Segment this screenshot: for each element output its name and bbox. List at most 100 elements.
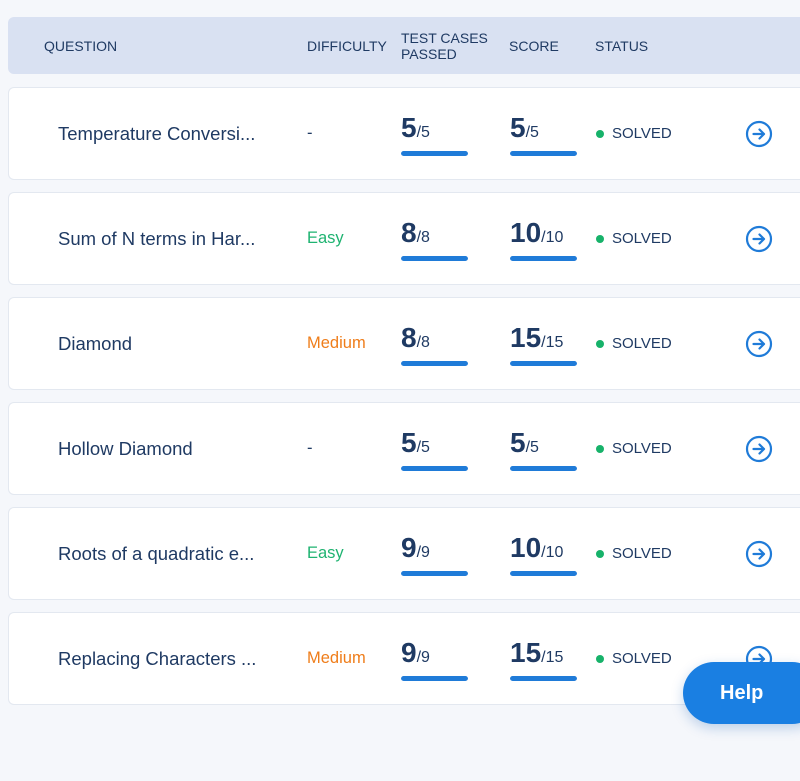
- column-header-difficulty: DIFFICULTY: [307, 37, 387, 54]
- test-cases-passed: 8/8: [401, 322, 469, 366]
- status-dot: [596, 339, 604, 348]
- test-cases-passed: 5/5: [401, 112, 469, 156]
- arrow-right-circle-icon[interactable]: [745, 435, 773, 463]
- tests-progress-bar: [401, 571, 468, 576]
- column-header-test-cases-passed: TEST CASES PASSED: [401, 17, 488, 74]
- tests-progress-bar: [401, 151, 468, 156]
- tests-passed-value: 9: [401, 637, 417, 668]
- tests-progress-fill: [401, 676, 468, 681]
- arrow-right-circle-icon[interactable]: [745, 330, 773, 358]
- tests-total-value: /9: [416, 649, 430, 666]
- score-total-value: /10: [541, 544, 564, 561]
- status-dot: [596, 654, 604, 663]
- tests-progress-fill: [401, 466, 468, 471]
- status-label: SOLVED: [612, 335, 672, 352]
- table-row[interactable]: Replacing Characters ... Medium 9/9 15/1…: [8, 612, 800, 705]
- tests-passed-value: 8: [401, 217, 417, 248]
- status-dot: [596, 444, 604, 453]
- difficulty-label: -: [307, 439, 313, 457]
- tests-progress-fill: [401, 256, 468, 261]
- difficulty-label: Easy: [307, 544, 344, 562]
- arrow-right-circle-icon[interactable]: [745, 225, 773, 253]
- tests-progress-bar: [401, 361, 468, 366]
- test-cases-passed: 8/8: [401, 217, 469, 261]
- question-title[interactable]: Temperature Conversi...: [58, 122, 256, 144]
- column-header-tests-line1: TEST CASES: [401, 29, 488, 46]
- status-label: SOLVED: [612, 440, 672, 457]
- score: 10/10: [510, 217, 578, 261]
- test-cases-passed: 5/5: [401, 427, 469, 471]
- score-progress-fill: [510, 361, 577, 366]
- score-value: 15: [510, 322, 542, 353]
- column-header-score: SCORE: [509, 37, 559, 54]
- status-dot: [596, 234, 604, 243]
- tests-progress-bar: [401, 676, 468, 681]
- status-label: SOLVED: [612, 545, 672, 562]
- open-question-button[interactable]: [745, 298, 773, 389]
- status-badge: SOLVED: [596, 193, 672, 284]
- table-header: QUESTION DIFFICULTY TEST CASES PASSED SC…: [8, 17, 800, 74]
- score-progress-bar: [510, 466, 577, 471]
- status-dot: [596, 129, 604, 138]
- tests-passed-value: 5: [401, 427, 417, 458]
- tests-progress-fill: [401, 571, 468, 576]
- tests-passed-value: 5: [401, 112, 417, 143]
- question-title[interactable]: Roots of a quadratic e...: [58, 542, 255, 564]
- question-title[interactable]: Hollow Diamond: [58, 437, 193, 459]
- question-title[interactable]: Diamond: [58, 332, 133, 354]
- test-cases-passed: 9/9: [401, 532, 469, 576]
- arrow-right-circle-icon[interactable]: [745, 540, 773, 568]
- score: 10/10: [510, 532, 578, 576]
- score: 15/15: [510, 637, 578, 681]
- tests-progress-bar: [401, 256, 468, 261]
- score-progress-fill: [510, 676, 577, 681]
- status-badge: SOLVED: [596, 298, 672, 389]
- column-header-status: STATUS: [595, 37, 649, 54]
- score: 15/15: [510, 322, 578, 366]
- tests-total-value: /8: [416, 229, 430, 246]
- score-total-value: /15: [541, 334, 564, 351]
- score-progress-fill: [510, 571, 577, 576]
- tests-progress-fill: [401, 361, 468, 366]
- tests-total-value: /5: [416, 124, 430, 141]
- table-row[interactable]: Diamond Medium 8/8 15/15 SOLVED: [8, 297, 800, 390]
- open-question-button[interactable]: [745, 403, 773, 494]
- status-badge: SOLVED: [596, 508, 672, 599]
- table-row[interactable]: Sum of N terms in Har... Easy 8/8 10/10 …: [8, 192, 800, 285]
- table-row[interactable]: Hollow Diamond - 5/5 5/5 SOLVED: [8, 402, 800, 495]
- table-row[interactable]: Temperature Conversi... - 5/5 5/5 SOLVED: [8, 87, 800, 180]
- score-progress-bar: [510, 361, 577, 366]
- tests-progress-bar: [401, 466, 468, 471]
- open-question-button[interactable]: [745, 508, 773, 599]
- score-progress-fill: [510, 256, 577, 261]
- score: 5/5: [510, 427, 578, 471]
- difficulty-label: Medium: [307, 334, 366, 352]
- tests-passed-value: 9: [401, 532, 417, 563]
- tests-progress-fill: [401, 151, 468, 156]
- score: 5/5: [510, 112, 578, 156]
- score-progress-fill: [510, 151, 577, 156]
- score-progress-bar: [510, 151, 577, 156]
- score-progress-bar: [510, 571, 577, 576]
- score-total-value: /5: [525, 439, 539, 456]
- table-row[interactable]: Roots of a quadratic e... Easy 9/9 10/10…: [8, 507, 800, 600]
- score-total-value: /15: [541, 649, 564, 666]
- help-button-label: Help: [720, 681, 764, 704]
- score-progress-bar: [510, 676, 577, 681]
- open-question-button[interactable]: [745, 88, 773, 179]
- tests-passed-value: 8: [401, 322, 417, 353]
- score-total-value: /10: [541, 229, 564, 246]
- status-dot: [596, 549, 604, 558]
- help-button[interactable]: Help: [683, 662, 800, 724]
- tests-total-value: /9: [416, 544, 430, 561]
- status-label: SOLVED: [612, 125, 672, 142]
- question-title[interactable]: Sum of N terms in Har...: [58, 227, 256, 249]
- status-label: SOLVED: [612, 650, 672, 667]
- column-header-tests-line2: PASSED: [401, 45, 457, 62]
- arrow-right-circle-icon[interactable]: [745, 120, 773, 148]
- score-value: 10: [510, 217, 542, 248]
- status-badge: SOLVED: [596, 403, 672, 494]
- question-title[interactable]: Replacing Characters ...: [58, 647, 257, 669]
- column-header-question: QUESTION: [44, 37, 118, 54]
- open-question-button[interactable]: [745, 193, 773, 284]
